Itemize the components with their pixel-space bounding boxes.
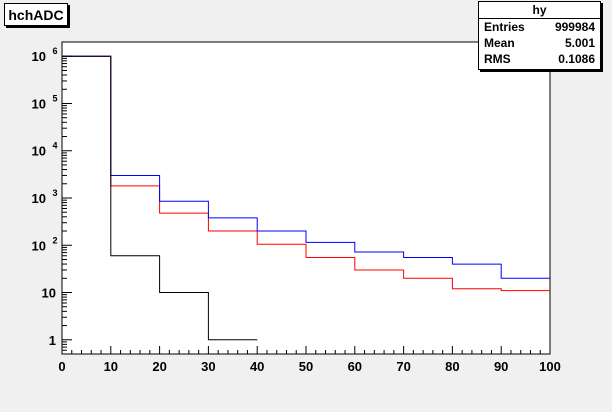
histogram-title-text: hchADC xyxy=(8,6,64,23)
x-tick-label: 10 xyxy=(104,359,118,374)
histogram-title: hchADC xyxy=(4,3,68,26)
x-tick-label: 30 xyxy=(201,359,215,374)
series-layer xyxy=(62,55,550,341)
x-tick-label: 40 xyxy=(250,359,264,374)
y-tick-exponent: 2 xyxy=(52,235,57,245)
stats-value-entries: 999984 xyxy=(554,20,595,34)
stats-value-mean: 5.001 xyxy=(564,36,595,50)
stats-row-rms: RMS 0.1086 xyxy=(479,51,600,67)
y-tick-label: 1 xyxy=(49,333,56,348)
x-tick-label: 50 xyxy=(299,359,313,374)
histogram-series-1 xyxy=(62,55,550,279)
stats-box: hy Entries 999984 Mean 5.001 RMS 0.1086 xyxy=(478,1,601,70)
x-tick-label: 100 xyxy=(539,359,561,374)
x-tick-label: 90 xyxy=(494,359,508,374)
y-tick-label: 10 xyxy=(42,286,56,301)
histogram-series-2 xyxy=(62,55,258,341)
stats-value-rms: 0.1086 xyxy=(558,52,595,66)
stats-label-entries: Entries xyxy=(484,20,525,34)
stats-label-rms: RMS xyxy=(484,52,511,66)
y-tick-label: 10 xyxy=(32,96,46,111)
stats-row-entries: Entries 999984 xyxy=(479,19,600,35)
y-tick-label: 10 xyxy=(32,191,46,206)
plot-frame xyxy=(61,41,551,355)
y-tick-exponent: 6 xyxy=(52,46,57,56)
stats-label-mean: Mean xyxy=(484,36,515,50)
x-tick-label: 60 xyxy=(348,359,362,374)
y-tick-exponent: 4 xyxy=(52,141,57,151)
y-tick-label: 10 xyxy=(32,144,46,159)
y-tick-exponent: 3 xyxy=(52,188,57,198)
x-tick-label: 0 xyxy=(58,359,65,374)
stats-row-mean: Mean 5.001 xyxy=(479,35,600,51)
x-tick-label: 20 xyxy=(152,359,166,374)
y-tick-label: 10 xyxy=(32,49,46,64)
y-tick-exponent: 5 xyxy=(52,93,57,103)
stats-box-title: hy xyxy=(479,2,600,19)
x-tick-label: 80 xyxy=(445,359,459,374)
x-tick-label: 70 xyxy=(396,359,410,374)
y-tick-label: 10 xyxy=(32,238,46,253)
